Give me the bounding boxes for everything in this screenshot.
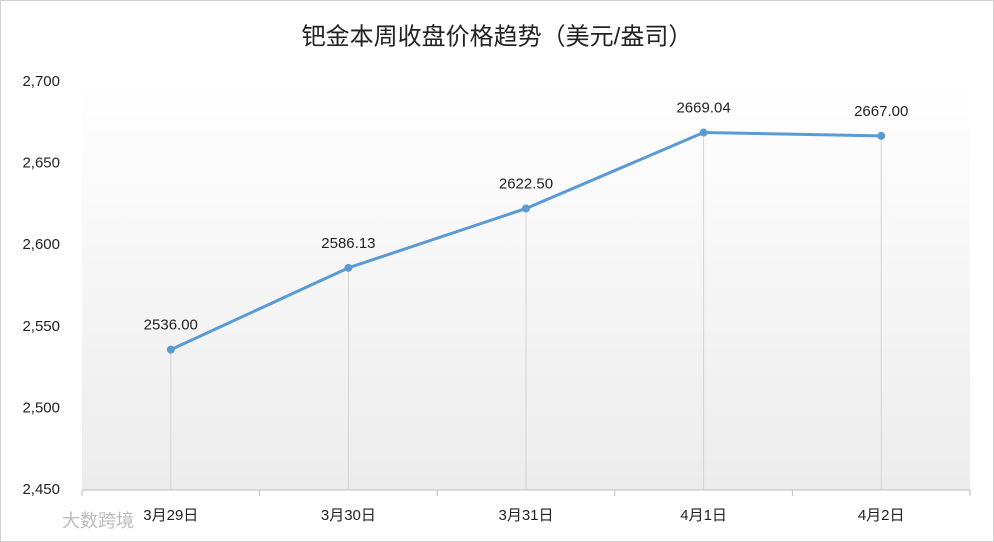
y-tick-label: 2,600 — [22, 236, 60, 253]
data-label: 2586.13 — [321, 235, 375, 252]
x-tick-label: 3月30日 — [321, 507, 376, 524]
point — [344, 263, 353, 272]
y-tick-label: 2,650 — [22, 155, 60, 172]
data-label: 2669.04 — [676, 99, 730, 116]
point — [166, 345, 175, 354]
data-label: 2536.00 — [144, 317, 198, 334]
x-tick-label: 4月2日 — [858, 507, 905, 524]
point — [699, 128, 708, 137]
watermark: 大数跨境 — [62, 511, 134, 531]
y-tick-label: 2,500 — [22, 399, 60, 416]
x-tick-label: 3月31日 — [498, 507, 553, 524]
y-tick-label: 2,450 — [22, 481, 60, 498]
y-tick-label: 2,700 — [22, 73, 60, 90]
x-tick-label: 4月1日 — [680, 507, 727, 524]
point — [522, 204, 530, 213]
data-label: 2622.50 — [499, 175, 553, 192]
x-tick-label: 3月29日 — [143, 507, 198, 524]
y-tick-label: 2,550 — [22, 318, 60, 335]
data-label: 2667.00 — [854, 103, 908, 120]
point — [877, 131, 886, 140]
chart-title: 钯金本周收盘价格趋势（美元/盎司） — [302, 23, 693, 50]
